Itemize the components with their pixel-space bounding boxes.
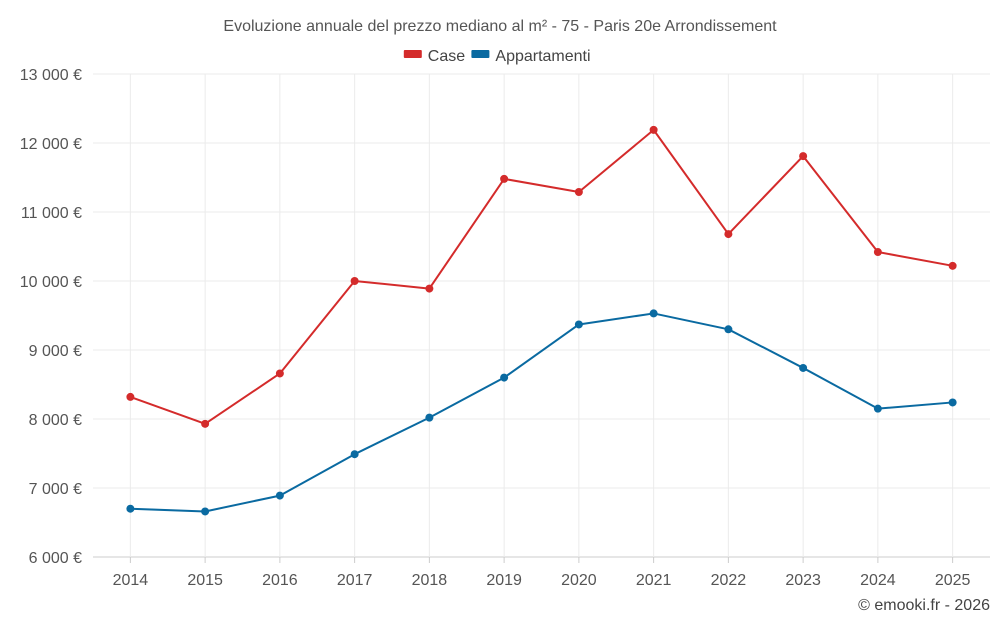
legend-label-appartamenti: Appartamenti — [495, 48, 590, 65]
data-point-appartamenti — [201, 507, 210, 516]
series-line-appartamenti — [130, 312, 953, 513]
data-point-case — [649, 125, 658, 134]
data-point-case — [275, 369, 284, 378]
data-point-case — [574, 187, 583, 196]
x-tick-label: 2023 — [785, 572, 821, 589]
data-point-case — [724, 230, 733, 239]
legend: Case Appartamenti — [403, 48, 591, 65]
data-point-appartamenti — [500, 373, 509, 382]
data-point-appartamenti — [799, 363, 808, 372]
chart-title: Evoluzione annuale del prezzo mediano al… — [223, 18, 777, 35]
x-tick-label: 2020 — [561, 572, 597, 589]
data-point-appartamenti — [873, 404, 882, 413]
data-point-case — [799, 152, 808, 161]
x-tick-label: 2015 — [187, 572, 223, 589]
x-tick-label: 2019 — [486, 572, 522, 589]
x-tick-label: 2021 — [636, 572, 672, 589]
data-point-appartamenti — [350, 450, 359, 459]
y-tick-label: 13 000 € — [20, 67, 82, 84]
y-tick-label: 10 000 € — [20, 274, 82, 291]
series-points — [126, 125, 957, 516]
data-point-appartamenti — [948, 398, 957, 407]
data-point-appartamenti — [425, 413, 434, 422]
data-point-appartamenti — [574, 320, 583, 329]
x-tick-label: 2025 — [935, 572, 971, 589]
series-lines — [130, 128, 953, 513]
x-tick-label: 2016 — [262, 572, 298, 589]
y-tick-label: 11 000 € — [21, 205, 82, 222]
y-tick-label: 7 000 € — [29, 481, 82, 498]
legend-swatch-appartamenti — [471, 50, 490, 58]
x-axis-ticks: 2014 2015 2016 2017 2018 2019 2020 2021 2022 2023… — [113, 572, 971, 589]
data-point-appartamenti — [649, 309, 658, 318]
series-line-case — [130, 128, 953, 425]
data-point-appartamenti — [126, 504, 135, 513]
y-tick-label: 8 000 € — [29, 412, 82, 429]
data-point-case — [873, 248, 882, 257]
data-point-case — [126, 392, 135, 401]
x-tick-label: 2018 — [412, 572, 448, 589]
data-point-case — [350, 277, 359, 285]
data-point-case — [948, 261, 957, 270]
y-axis-ticks: 6 000 € 7 000 € 8 000 € 9 000 € 10 000 € 11 0… — [20, 67, 82, 567]
data-point-case — [201, 419, 210, 428]
x-tick-label: 2024 — [860, 572, 896, 589]
y-gridlines — [93, 73, 990, 558]
y-tick-label: 6 000 € — [29, 550, 82, 567]
credit-text: © emooki.fr - 2026 — [858, 597, 990, 614]
data-point-appartamenti — [275, 491, 284, 500]
legend-swatch-case — [403, 50, 422, 58]
data-point-appartamenti — [724, 325, 733, 334]
x-tick-label: 2014 — [113, 572, 149, 589]
y-tick-label: 9 000 € — [29, 343, 82, 360]
data-point-case — [500, 174, 509, 183]
y-tick-label: 12 000 € — [20, 136, 82, 153]
data-point-case — [425, 284, 434, 293]
x-tick-label: 2017 — [337, 572, 373, 589]
x-gridlines — [129, 74, 954, 563]
legend-label-case: Case — [428, 48, 465, 65]
x-tick-label: 2022 — [711, 572, 747, 589]
